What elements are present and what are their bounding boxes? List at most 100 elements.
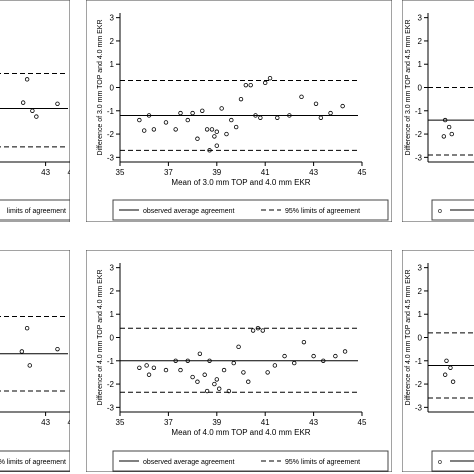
data-point — [185, 117, 190, 123]
data-point — [238, 96, 244, 102]
panel-top-middle: -3 -2 -1 0 1 2 3 35 37 39 41 43 45 Mean of 3.0 mm TOP… — [86, 0, 392, 222]
legend-box — [112, 450, 389, 472]
data-point — [178, 367, 183, 373]
data-point — [151, 365, 157, 370]
data-point — [24, 77, 30, 82]
y-tick-label: 1 — [110, 310, 115, 319]
y-tick-label: 2 — [418, 287, 423, 296]
x-tick-label: 37 — [164, 418, 173, 427]
y-tick-label: 1 — [110, 60, 115, 69]
x-tick-label: 45 — [68, 168, 77, 177]
data-point — [275, 115, 280, 120]
data-point — [299, 94, 304, 100]
panel-body: -3 -2 -1 0 1 2 3 35 37 39 41 43 45 Mean of 4.0 mm TOP… — [86, 250, 392, 472]
y-tick-label: -3 — [107, 153, 115, 162]
legend-label: limits of agreement — [7, 208, 66, 215]
panel-frame — [402, 250, 474, 472]
data-point — [151, 127, 157, 132]
data-point — [448, 365, 453, 370]
data-point — [173, 358, 178, 363]
data-point — [217, 386, 222, 391]
panel-body: 43 45 95% limits of agreement — [0, 250, 77, 472]
x-tick-label: 41 — [261, 168, 270, 177]
data-point — [248, 82, 253, 88]
data-point — [178, 110, 183, 116]
y-tick-label: -2 — [107, 130, 115, 139]
data-point — [195, 379, 200, 384]
data-point — [221, 367, 227, 373]
y-tick-label: -1 — [415, 107, 423, 116]
data-point — [243, 82, 249, 88]
data-point — [267, 75, 273, 81]
x-tick-label: 37 — [164, 168, 173, 177]
data-point — [292, 360, 297, 366]
data-point — [301, 339, 307, 345]
x-tick-label: 35 — [116, 418, 125, 427]
x-tick-label: 43 — [309, 168, 318, 177]
data-point — [260, 328, 265, 333]
data-point — [209, 127, 215, 132]
data-point — [253, 113, 258, 118]
data-point — [185, 358, 190, 363]
x-tick-label: 43 — [41, 418, 50, 427]
y-tick-label: -2 — [107, 380, 115, 389]
data-point — [318, 115, 324, 120]
y-tick-label: 2 — [110, 37, 115, 46]
data-point — [24, 325, 30, 331]
data-point — [190, 374, 195, 380]
data-point — [246, 379, 251, 384]
legend-label: o — [438, 459, 442, 466]
data-point — [449, 131, 454, 137]
legend-box — [112, 199, 389, 221]
data-point — [30, 108, 35, 113]
data-point — [446, 124, 452, 130]
y-axis-title: Difference of 3.0 mm TOP and 4.0 mm EKR — [97, 19, 104, 155]
data-point — [204, 127, 210, 132]
data-point — [163, 120, 169, 125]
y-tick-label: 1 — [418, 310, 423, 319]
data-point — [287, 113, 292, 118]
y-tick-label: 3 — [418, 264, 423, 273]
data-point — [137, 365, 142, 370]
y-tick-label: 2 — [110, 287, 115, 296]
y-tick-label: -2 — [415, 130, 423, 139]
data-point — [444, 358, 449, 363]
x-axis-title: Mean of 3.0 mm TOP and 4.0 mm EKR — [171, 178, 310, 187]
y-tick-label: 2 — [418, 37, 423, 46]
y-tick-label: 0 — [110, 334, 115, 343]
panel-top-left: 43 45 limits of agreement — [0, 0, 77, 222]
data-point — [214, 143, 219, 148]
data-point — [231, 360, 236, 366]
data-point — [195, 136, 200, 141]
data-point — [146, 113, 152, 118]
data-point — [202, 372, 207, 377]
data-point — [197, 351, 203, 356]
legend-limits-label: 95% limits of agreement — [285, 459, 360, 466]
data-point — [137, 117, 142, 123]
legend-box — [0, 450, 70, 472]
data-point — [258, 115, 263, 120]
panel-body: 43 45 limits of agreement — [0, 0, 77, 222]
data-point — [441, 134, 447, 139]
data-point — [20, 100, 26, 105]
data-point — [219, 106, 224, 111]
panel-top-right: -3 -2 -1 0 1 2 3 Difference of 3.0 mm TOP and 4… — [402, 0, 474, 222]
y-axis-title: Difference of 4.0 mm TOP and 4.0 mm EKR — [97, 269, 104, 405]
data-point — [229, 117, 234, 123]
data-point — [214, 129, 219, 134]
panel-bottom-right: -3 -2 -1 0 1 2 3 Difference of 4.0 mm TOP and 4… — [402, 250, 474, 472]
x-axis-title: Mean of 4.0 mm TOP and 4.0 mm EKR — [171, 428, 310, 437]
y-tick-label: -3 — [107, 403, 115, 412]
data-point — [265, 370, 270, 375]
legend-label: 95% limits of agreement — [0, 459, 66, 466]
panel-body: -3 -2 -1 0 1 2 3 Difference of 4.0 mm TOP and 4… — [402, 250, 474, 472]
y-tick-label: -3 — [415, 403, 423, 412]
data-point — [34, 114, 39, 119]
x-tick-label: 39 — [212, 418, 221, 427]
x-tick-label: 45 — [358, 418, 367, 427]
y-tick-label: -1 — [107, 357, 115, 366]
x-tick-label: 45 — [68, 418, 77, 427]
data-point — [442, 372, 448, 377]
data-point — [236, 344, 241, 350]
